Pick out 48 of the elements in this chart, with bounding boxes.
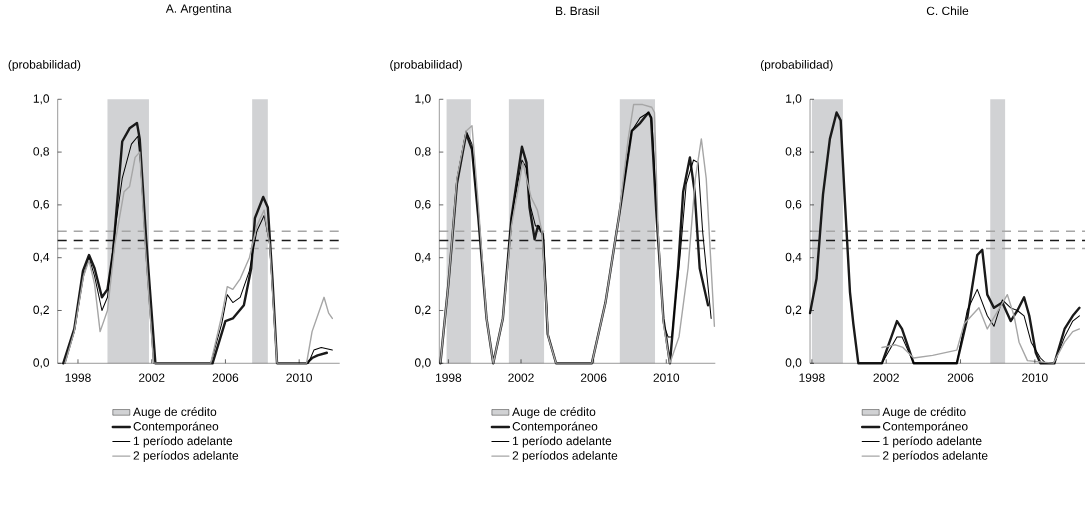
legend-label: Auge de crédito	[133, 407, 217, 419]
x-tick-label: 1998	[799, 373, 825, 383]
y-tick-label: 0,0	[33, 358, 50, 369]
y-axis-title: (probabilidad)	[390, 60, 462, 72]
x-tick-label: 2002	[508, 373, 534, 383]
legend-label: Auge de crédito	[512, 407, 596, 419]
x-tick-label: 2006	[580, 373, 607, 383]
y-tick-label: 0,4	[33, 252, 50, 263]
x-tick-label: 2002	[873, 373, 899, 383]
y-tick-label: 1,0	[415, 94, 431, 105]
x-tick-label: 2002	[139, 373, 165, 383]
legend-label: Contemporáneo	[512, 421, 598, 434]
legend-label: 1 período adelante	[133, 436, 233, 448]
x-tick-label: 2010	[286, 373, 312, 383]
y-tick-label: 1,0	[33, 94, 50, 105]
y-axis-title: (probabilidad)	[760, 60, 833, 72]
y-tick-label: 0,2	[33, 305, 49, 316]
x-tick-label: 2006	[212, 373, 239, 383]
y-tick-label: 0,8	[785, 147, 802, 158]
x-tick-label: 2010	[1022, 373, 1048, 383]
y-tick-label: 0,0	[414, 358, 431, 369]
legend-label: Auge de crédito	[882, 407, 966, 419]
legend-label: Contemporáneo	[133, 421, 219, 434]
y-tick-label: 0,8	[414, 147, 431, 158]
y-tick-label: 0,6	[414, 200, 431, 211]
x-tick-label: 2006	[947, 373, 974, 383]
y-tick-label: 0,6	[785, 200, 802, 211]
legend-label: 2 períodos adelante	[882, 451, 988, 463]
legend-label: 1 período adelante	[513, 436, 612, 448]
chart-title: C. Chile	[926, 6, 969, 16]
legend-label: 1 período adelante	[883, 436, 982, 448]
y-tick-label: 0,4	[785, 252, 802, 263]
y-tick-label: 0,8	[33, 147, 49, 158]
legend-label: Contemporáneo	[882, 421, 968, 434]
x-tick-label: 2010	[653, 373, 680, 383]
legend-label: 2 períodos adelante	[512, 451, 618, 463]
y-axis-title: (probabilidad)	[8, 60, 81, 72]
chart-title: A. Argentina	[165, 4, 232, 16]
legend-label: 2 períodos adelante	[133, 451, 239, 463]
y-tick-label: 0,2	[414, 305, 431, 316]
y-tick-label: 0,2	[785, 305, 802, 316]
y-tick-label: 0,6	[33, 200, 49, 211]
y-tick-label: 0,4	[414, 252, 431, 263]
y-tick-label: 1,0	[786, 94, 802, 105]
x-tick-label: 1998	[65, 373, 91, 383]
y-tick-label: 0,0	[785, 358, 802, 369]
chart-title: B. Brasil	[556, 6, 599, 16]
x-tick-label: 1998	[436, 373, 462, 383]
